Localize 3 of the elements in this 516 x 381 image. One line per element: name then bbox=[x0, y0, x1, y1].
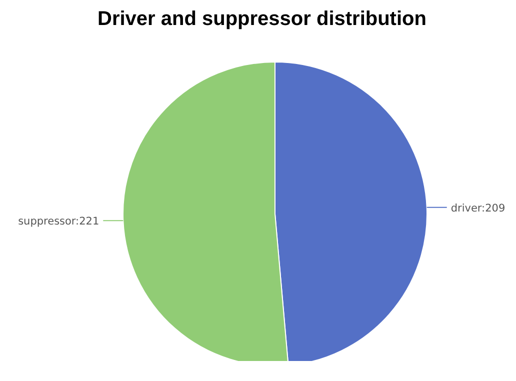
slice-label: driver:209 bbox=[450, 202, 506, 214]
chart-title: Driver and suppressor distribution bbox=[96, 8, 428, 31]
slice-label: suppressor:221 bbox=[18, 216, 100, 228]
